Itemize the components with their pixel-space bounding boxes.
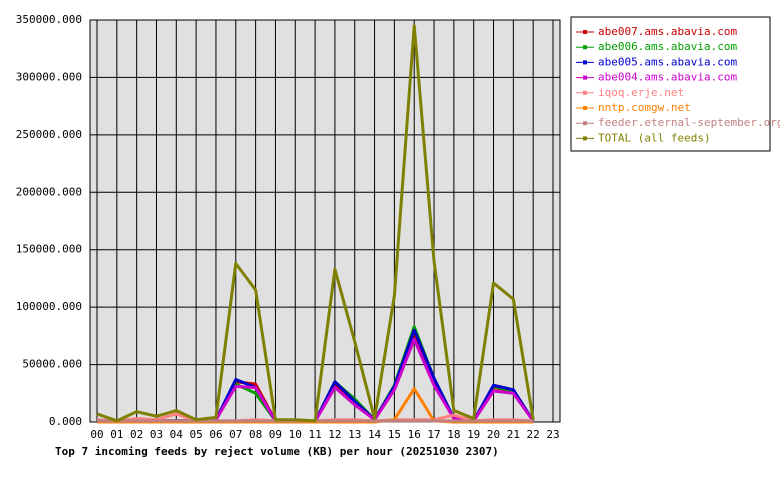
x-tick-label: 17 [427,428,440,441]
x-tick-label: 09 [269,428,282,441]
x-tick-label: 00 [90,428,103,441]
y-tick-label: 250000.000 [16,128,82,141]
x-tick-label: 22 [527,428,540,441]
legend-marker [583,136,587,141]
y-tick-label: 200000.000 [16,185,82,198]
chart-title: Top 7 incoming feeds by reject volume (K… [55,445,499,458]
x-tick-label: 11 [308,428,321,441]
legend-marker [583,121,587,126]
y-tick-label: 0.000 [49,415,82,428]
legend-label: abe007.ams.abavia.com [598,25,737,38]
legend-label: nntp.comgw.net [598,101,691,114]
x-tick-label: 12 [328,428,341,441]
legend-label: abe005.ams.abavia.com [598,55,737,68]
x-tick-label: 16 [408,428,421,441]
y-tick-label: 300000.000 [16,70,82,83]
x-tick-label: 10 [289,428,302,441]
x-tick-label: 07 [229,428,242,441]
x-tick-label: 20 [487,428,500,441]
legend-box [570,16,771,152]
x-tick-label: 18 [447,428,460,441]
x-tick-label: 05 [190,428,203,441]
x-tick-label: 21 [507,428,520,441]
series-line [96,24,535,423]
y-tick-label: 100000.000 [16,300,82,313]
y-tick-label: 150000.000 [16,243,82,256]
legend-label: feeder.eternal-september.org [598,116,780,129]
legend-marker [583,90,587,95]
x-tick-label: 13 [348,428,361,441]
legend-label: TOTAL (all feeds) [598,131,711,144]
y-tick-label: 350000.000 [16,13,82,26]
legend-label: abe004.ams.abavia.com [598,71,737,84]
legend-marker [583,60,587,65]
legend-marker [583,45,587,50]
legend-label: iqoq.erje.net [598,86,684,99]
plot-area [89,19,561,423]
x-tick-label: 01 [110,428,123,441]
legend-marker [583,75,587,80]
x-tick-label: 14 [368,428,382,441]
x-tick-label: 19 [467,428,480,441]
legend-marker [583,30,587,34]
x-tick-label: 02 [130,428,143,441]
legend-marker [583,106,587,110]
y-tick-label: 50000.000 [22,358,82,371]
legend-label: abe006.ams.abavia.com [598,40,737,53]
x-tick-label: 23 [546,428,559,441]
x-tick-label: 08 [249,428,262,441]
x-tick-label: 06 [209,428,222,441]
x-tick-label: 03 [150,428,163,441]
x-tick-label: 04 [170,428,184,441]
x-tick-label: 15 [388,428,401,441]
